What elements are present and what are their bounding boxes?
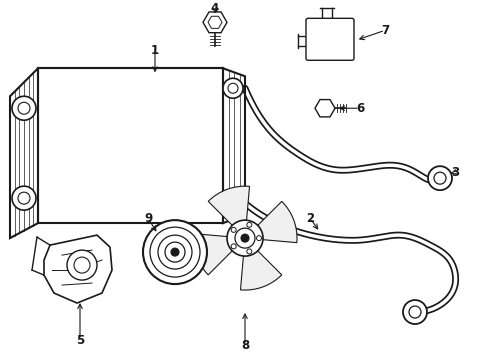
- Circle shape: [228, 198, 238, 208]
- Circle shape: [320, 103, 330, 113]
- Circle shape: [228, 83, 238, 93]
- Circle shape: [227, 220, 263, 256]
- Circle shape: [18, 102, 30, 114]
- Text: 8: 8: [241, 338, 249, 351]
- Circle shape: [223, 78, 243, 98]
- Wedge shape: [193, 234, 233, 275]
- Circle shape: [12, 186, 36, 210]
- Text: 9: 9: [144, 212, 152, 225]
- Text: 7: 7: [381, 24, 389, 37]
- Circle shape: [171, 248, 179, 256]
- Circle shape: [235, 228, 255, 248]
- Circle shape: [434, 172, 446, 184]
- Circle shape: [150, 227, 200, 277]
- Circle shape: [403, 300, 427, 324]
- Circle shape: [67, 250, 97, 280]
- Text: 6: 6: [356, 102, 364, 115]
- Text: 5: 5: [76, 333, 84, 347]
- Circle shape: [12, 96, 36, 120]
- Wedge shape: [241, 250, 282, 290]
- Circle shape: [247, 222, 252, 227]
- Text: 1: 1: [151, 44, 159, 57]
- Circle shape: [409, 306, 421, 318]
- Circle shape: [241, 234, 249, 242]
- Circle shape: [18, 192, 30, 204]
- Text: 2: 2: [306, 212, 314, 225]
- Circle shape: [428, 166, 452, 190]
- Text: 4: 4: [211, 2, 219, 15]
- Bar: [38, 68, 223, 223]
- Circle shape: [231, 244, 236, 249]
- Circle shape: [247, 249, 252, 254]
- Circle shape: [310, 28, 320, 38]
- Circle shape: [74, 257, 90, 273]
- Circle shape: [338, 49, 346, 57]
- Wedge shape: [208, 186, 249, 226]
- Circle shape: [231, 228, 236, 233]
- Circle shape: [223, 193, 243, 213]
- Text: 3: 3: [451, 166, 459, 179]
- Wedge shape: [257, 201, 297, 243]
- Circle shape: [256, 235, 262, 240]
- Circle shape: [165, 242, 185, 262]
- FancyBboxPatch shape: [306, 18, 354, 60]
- Circle shape: [158, 235, 192, 269]
- Circle shape: [143, 220, 207, 284]
